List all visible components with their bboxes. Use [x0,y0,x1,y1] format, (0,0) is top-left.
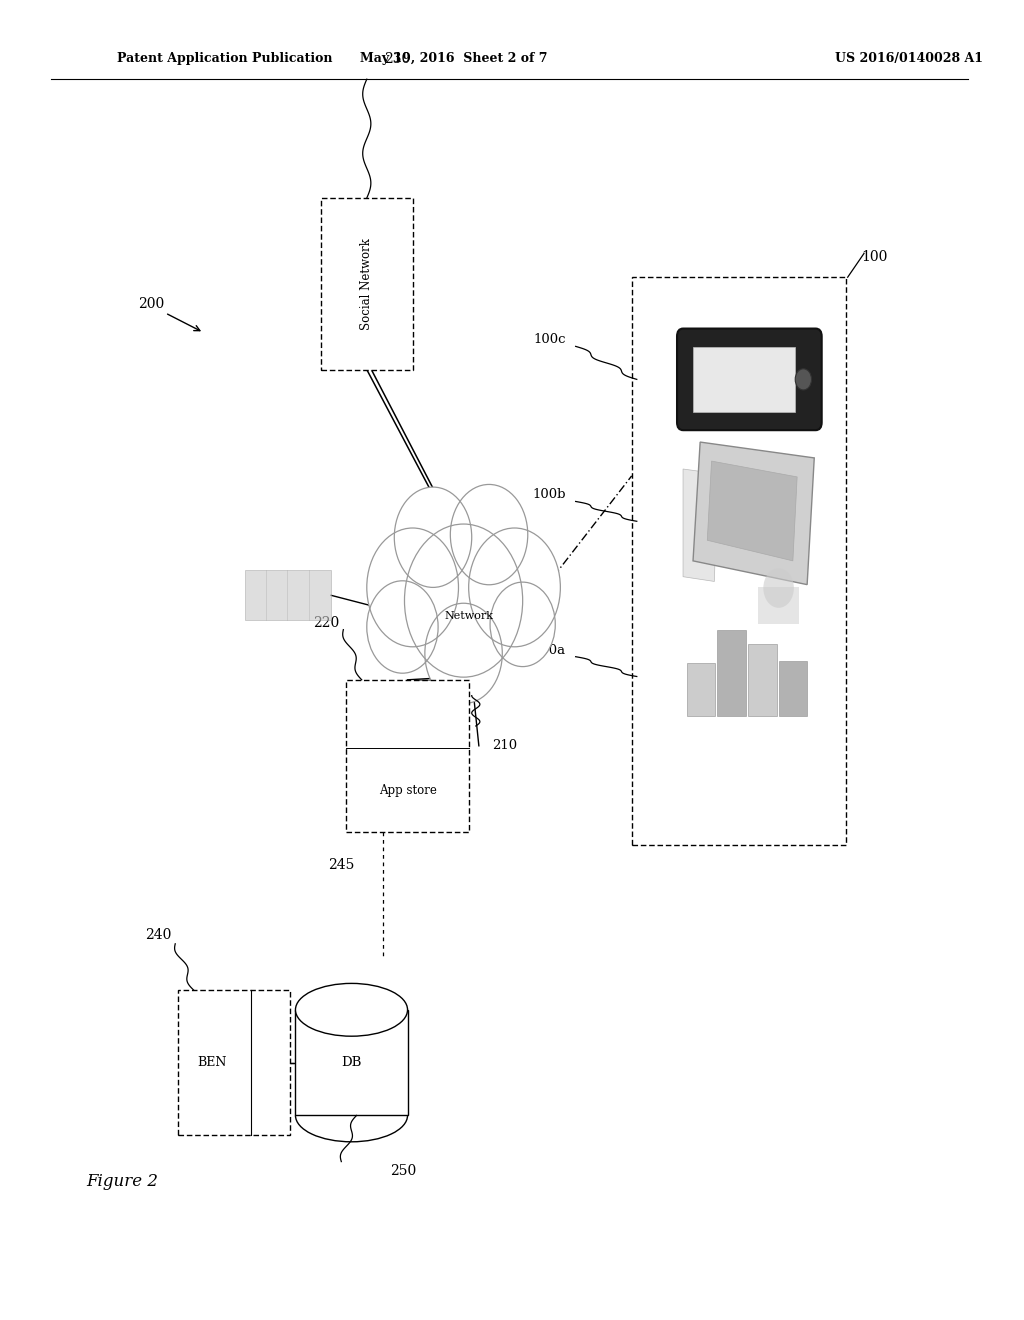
Text: 100: 100 [861,251,888,264]
FancyBboxPatch shape [632,277,846,845]
FancyBboxPatch shape [693,347,796,412]
Bar [687,664,716,715]
Bar [749,644,776,715]
Text: 245: 245 [328,858,354,871]
FancyBboxPatch shape [346,680,469,832]
Text: 230: 230 [384,53,411,66]
Text: Social Network: Social Network [360,238,374,330]
Text: BEN: BEN [198,1056,226,1069]
Text: 100a: 100a [532,644,565,656]
Text: US 2016/0140028 A1: US 2016/0140028 A1 [836,51,983,65]
Circle shape [796,368,811,389]
Circle shape [394,487,472,587]
Text: 220: 220 [313,616,339,630]
Text: Patent Application Publication: Patent Application Publication [117,51,333,65]
Circle shape [404,524,522,677]
Text: 100c: 100c [532,333,565,346]
Circle shape [367,581,438,673]
Circle shape [425,603,503,704]
Circle shape [469,528,560,647]
Circle shape [367,528,459,647]
Ellipse shape [296,983,408,1036]
Bar [758,586,799,624]
Text: DB: DB [341,1056,361,1069]
FancyBboxPatch shape [321,198,413,370]
Polygon shape [683,469,717,581]
FancyBboxPatch shape [677,329,821,430]
Polygon shape [693,442,814,585]
Circle shape [763,569,794,607]
Circle shape [490,582,555,667]
Text: May 19, 2016  Sheet 2 of 7: May 19, 2016 Sheet 2 of 7 [359,51,547,65]
Polygon shape [708,461,797,561]
Text: 200: 200 [137,297,164,310]
Text: 250: 250 [390,1164,417,1177]
Text: Network: Network [444,611,494,622]
Text: 100b: 100b [531,488,565,502]
Text: 240: 240 [144,928,171,941]
FancyBboxPatch shape [245,570,331,620]
Text: 210: 210 [493,739,517,752]
Text: Figure 2: Figure 2 [87,1173,159,1189]
Bar [296,1010,408,1115]
Bar [778,661,807,715]
Bar [718,631,746,715]
Text: App store: App store [379,784,436,797]
Circle shape [451,484,527,585]
FancyBboxPatch shape [178,990,291,1135]
